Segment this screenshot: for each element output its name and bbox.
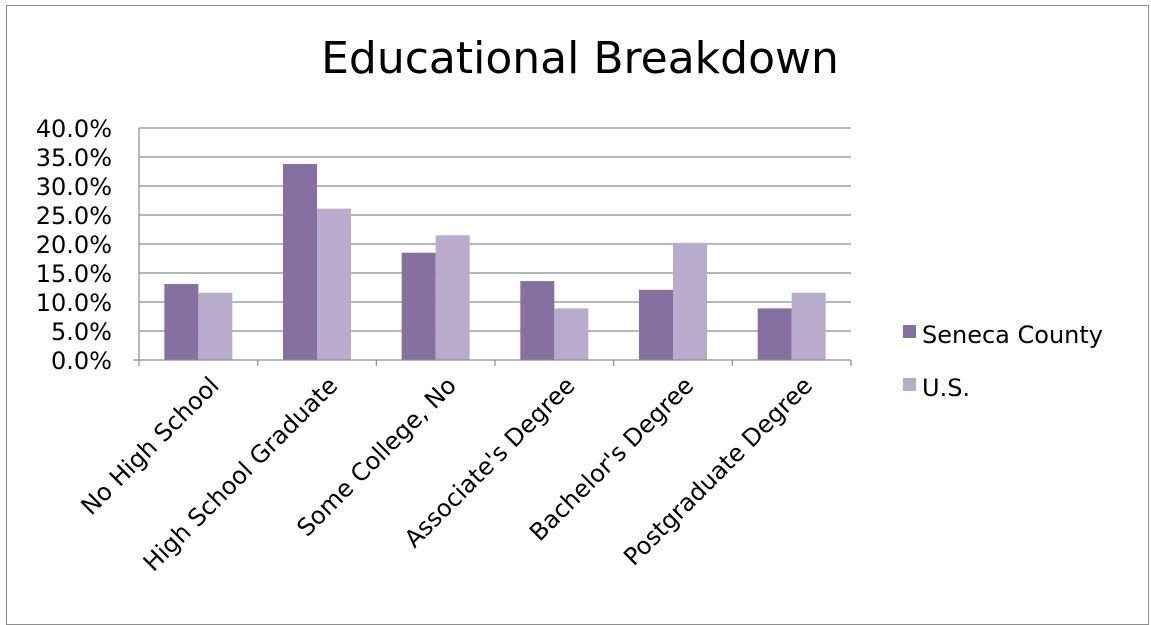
y-tick-label: 20.0% [36, 231, 112, 259]
y-tick-label: 10.0% [36, 289, 112, 317]
legend-label: Seneca County [922, 321, 1103, 349]
bar-us [198, 292, 233, 360]
bar-us [791, 292, 826, 360]
y-tick-label: 40.0% [36, 115, 112, 143]
y-tick-label: 15.0% [36, 260, 112, 288]
legend-label: U.S. [922, 374, 970, 402]
bar-us [554, 308, 589, 360]
bar-seneca-county [639, 289, 673, 360]
y-tick-label: 5.0% [51, 318, 112, 346]
gridlines [139, 127, 851, 332]
bars [164, 163, 826, 360]
bar-seneca-county [401, 252, 436, 360]
chart-title: Educational Breakdown [321, 33, 839, 84]
bar-seneca-county [757, 308, 792, 360]
y-axis-tick-labels: 0.0%5.0%10.0%15.0%20.0%25.0%30.0%35.0%40… [36, 115, 112, 375]
y-tick-label: 30.0% [36, 173, 112, 201]
y-tick-label: 35.0% [36, 144, 112, 172]
x-tick-label: High School Graduate [138, 371, 343, 576]
bar-us [435, 235, 470, 360]
bar-seneca-county [283, 163, 317, 360]
bar-us [317, 208, 351, 360]
legend: Seneca County U.S. [903, 321, 1103, 402]
y-tick-label: 25.0% [36, 202, 112, 230]
bar-seneca-county [520, 281, 555, 360]
bar-seneca-county [164, 284, 199, 360]
legend-swatch [903, 378, 916, 391]
y-tick-label: 0.0% [51, 347, 112, 375]
axes [133, 128, 852, 366]
bar-us [673, 242, 707, 360]
legend-swatch [903, 325, 916, 338]
